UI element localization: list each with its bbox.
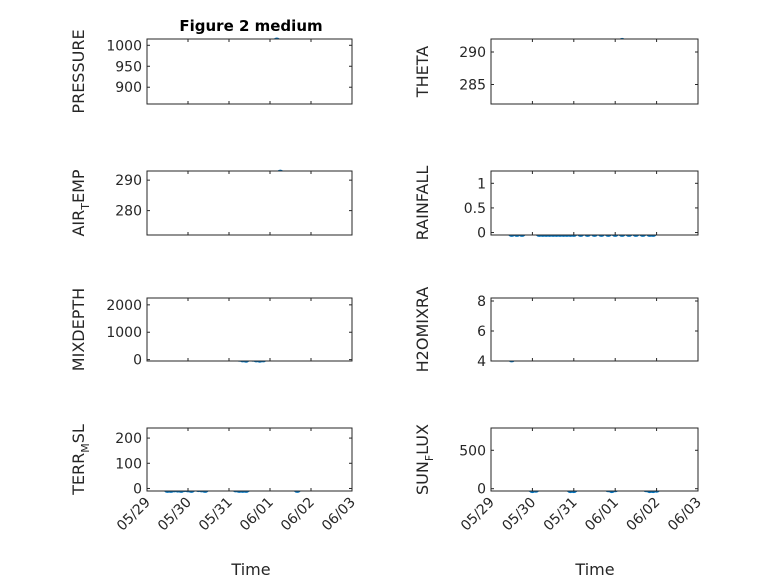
rainfall-axes-box bbox=[490, 170, 699, 236]
y-tick-label: 2000 bbox=[106, 298, 142, 314]
y-label-subscript: F bbox=[423, 455, 436, 461]
mixdepth-y-axis-label: MIXDEPTH bbox=[69, 288, 88, 371]
x-tick-label: 06/01 bbox=[237, 495, 277, 535]
y-tick-label: 6 bbox=[477, 324, 486, 340]
y-tick-label: 8 bbox=[477, 294, 486, 310]
y-tick-label: 280 bbox=[115, 204, 142, 220]
sun-flux-axes-box bbox=[490, 427, 699, 492]
x-tick-label: 06/03 bbox=[665, 495, 705, 535]
x-tick-label: 05/30 bbox=[499, 495, 539, 535]
x-tick-label: 06/03 bbox=[319, 495, 359, 535]
y-label-subscript: T bbox=[79, 203, 92, 211]
y-tick-label: 1000 bbox=[106, 38, 142, 54]
y-label-part: EMP bbox=[69, 169, 88, 203]
y-tick-label: 285 bbox=[459, 78, 486, 94]
pressure-y-axis-label: PRESSURE bbox=[69, 29, 88, 113]
sun-flux-panel: 0 500 05/29 05/30 05/31 06/01 06/02 06/03 SUNFLU… bbox=[413, 424, 705, 534]
pressure-panel: 900 950 1000 PRESSURE bbox=[69, 29, 353, 114]
y-tick-label: 0 bbox=[133, 481, 142, 497]
x-tick-label: 06/01 bbox=[582, 495, 622, 535]
x-tick-label: 05/29 bbox=[114, 495, 154, 535]
y-label-part: SL bbox=[69, 424, 88, 443]
terr-msl-y-axis-label: TERRMSL bbox=[69, 424, 92, 496]
y-label-part: SUN bbox=[413, 461, 432, 495]
rainfall-panel: 0 0.5 1 RAINFALL bbox=[413, 166, 699, 242]
x-tick-label: 06/02 bbox=[624, 495, 664, 535]
theta-panel: 285 290 THETA bbox=[413, 37, 699, 105]
y-tick-label: 950 bbox=[115, 59, 142, 75]
x-axis-label-left: Time bbox=[230, 560, 270, 579]
y-label-subscript: M bbox=[79, 443, 92, 453]
y-tick-label: 500 bbox=[459, 443, 486, 459]
x-tick-label: 05/30 bbox=[155, 495, 195, 535]
y-label-part: LUX bbox=[413, 424, 432, 455]
terr-msl-axes-box bbox=[146, 427, 353, 492]
pressure-axes-box bbox=[146, 38, 353, 105]
h2omixra-axes-box bbox=[490, 297, 699, 362]
mixdepth-panel: 0 1000 2000 MIXDEPTH bbox=[69, 288, 353, 371]
terr-msl-panel: 0 100 200 05/29 05/30 05/31 06/01 06/02 06/03 TER… bbox=[69, 424, 359, 534]
y-tick-label: 1000 bbox=[106, 325, 142, 341]
air-temp-panel: 280 290 AIRTEMP bbox=[69, 169, 353, 237]
y-label-part: TERR bbox=[69, 453, 88, 496]
rainfall-y-axis-label: RAINFALL bbox=[413, 166, 432, 241]
y-tick-label: 1 bbox=[477, 176, 486, 192]
h2omixra-y-axis-label: H2OMIXRA bbox=[413, 287, 432, 373]
air-temp-y-axis-label: AIRTEMP bbox=[69, 169, 92, 236]
y-tick-label: 0.5 bbox=[464, 201, 486, 217]
x-tick-label: 05/29 bbox=[458, 495, 498, 535]
mixdepth-axes-box bbox=[146, 297, 353, 362]
x-tick-label: 06/02 bbox=[278, 495, 318, 535]
y-tick-label: 290 bbox=[459, 45, 486, 61]
sun-flux-y-axis-label: SUNFLUX bbox=[413, 424, 436, 495]
y-tick-label: 200 bbox=[115, 431, 142, 447]
y-tick-label: 900 bbox=[115, 80, 142, 96]
x-tick-label: 05/31 bbox=[196, 495, 236, 535]
y-tick-label: 4 bbox=[477, 354, 486, 370]
y-tick-label: 0 bbox=[477, 482, 486, 498]
y-tick-label: 100 bbox=[115, 456, 142, 472]
theta-y-axis-label: THETA bbox=[413, 46, 432, 98]
figure-title: Figure 2 medium bbox=[179, 17, 322, 35]
x-tick-label: 05/31 bbox=[541, 495, 581, 535]
y-tick-label: 0 bbox=[133, 353, 142, 369]
x-axis-label-right: Time bbox=[574, 560, 614, 579]
y-label-part: AIR bbox=[69, 210, 88, 237]
theta-axes-box bbox=[490, 38, 699, 105]
y-tick-label: 0 bbox=[477, 226, 486, 242]
h2omixra-panel: 4 6 8 H2OMIXRA bbox=[413, 287, 699, 373]
air-temp-axes-box bbox=[146, 170, 353, 236]
y-tick-label: 290 bbox=[115, 173, 142, 189]
